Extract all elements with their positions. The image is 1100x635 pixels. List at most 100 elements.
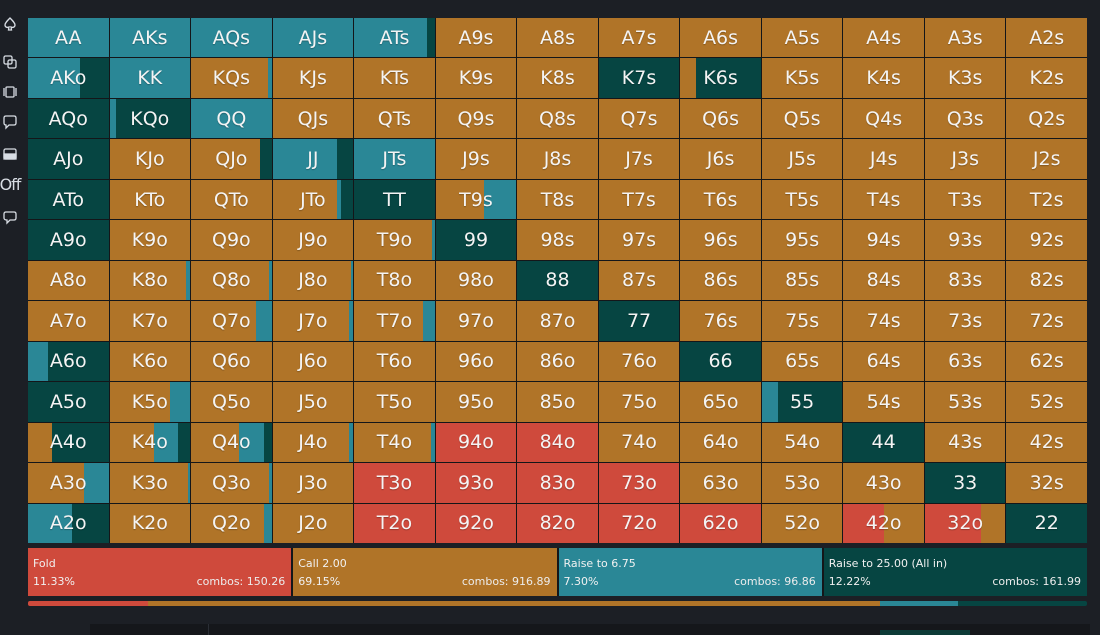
hand-cell[interactable]: Q6o — [191, 341, 272, 382]
hand-cell[interactable]: 95s — [761, 220, 843, 260]
hand-cell[interactable]: 33 — [924, 463, 1006, 503]
hand-cell[interactable]: T5o — [354, 382, 435, 422]
allin-action[interactable]: Raise to 25.00 (All in) 12.22% combos: 1… — [823, 548, 1087, 596]
hand-cell[interactable]: 32o — [924, 503, 1006, 543]
hand-cell[interactable]: 53o — [761, 463, 843, 503]
hand-cell[interactable]: T7s — [598, 179, 680, 220]
hand-cell[interactable]: A2s — [1006, 18, 1087, 58]
hand-cell[interactable]: KK — [109, 58, 191, 98]
hand-cell[interactable]: A4s — [843, 18, 924, 58]
hand-cell[interactable]: J8s — [517, 139, 598, 179]
hand-cell[interactable]: 92s — [1006, 220, 1087, 260]
hand-cell[interactable]: A6s — [680, 18, 761, 58]
hand-cell[interactable]: 75s — [761, 301, 843, 341]
panel-toggle-icon[interactable] — [0, 144, 20, 164]
hand-cell[interactable]: A7o — [28, 301, 109, 341]
hand-cell[interactable]: 96s — [680, 220, 761, 260]
hand-cell[interactable]: Q5o — [191, 382, 272, 422]
hand-cell[interactable]: T6s — [680, 179, 761, 220]
hand-cell[interactable]: 83o — [517, 463, 598, 503]
hand-cell[interactable]: AQo — [28, 98, 109, 139]
hand-cell[interactable]: QJs — [272, 98, 354, 139]
hand-cell[interactable]: 98o — [435, 260, 517, 301]
hand-cell[interactable]: J3o — [272, 463, 354, 503]
hand-cell[interactable]: JJ — [272, 139, 354, 179]
hand-cell[interactable]: T8o — [354, 260, 435, 301]
hand-cell[interactable]: 75o — [598, 382, 680, 422]
hand-cell[interactable]: 84s — [843, 260, 924, 301]
hand-cell[interactable]: T6o — [354, 341, 435, 382]
hand-cell[interactable]: Q4s — [843, 98, 924, 139]
hand-cell[interactable]: 94s — [843, 220, 924, 260]
hand-cell[interactable]: AJs — [272, 18, 354, 58]
hand-cell[interactable]: 94o — [435, 422, 517, 463]
hand-cell[interactable]: 64s — [843, 341, 924, 382]
hand-cell[interactable]: T9o — [354, 220, 435, 260]
hand-cell[interactable]: 97s — [598, 220, 680, 260]
hand-cell[interactable]: 22 — [1006, 503, 1087, 543]
hand-cell[interactable]: J9o — [272, 220, 354, 260]
hand-cell[interactable]: KQo — [109, 98, 191, 139]
hand-cell[interactable]: 52s — [1006, 382, 1087, 422]
hand-cell[interactable]: Q5s — [761, 98, 843, 139]
hand-cell[interactable]: 73s — [924, 301, 1006, 341]
hand-cell[interactable]: 64o — [680, 422, 761, 463]
hand-cell[interactable]: J5o — [272, 382, 354, 422]
hand-cell[interactable]: 88 — [517, 260, 598, 301]
hand-cell[interactable]: T4o — [354, 422, 435, 463]
hand-cell[interactable]: 98s — [517, 220, 598, 260]
hand-cell[interactable]: Q7o — [191, 301, 272, 341]
hand-cell[interactable]: 76o — [598, 341, 680, 382]
hand-cell[interactable]: K7s — [598, 58, 680, 98]
comment-icon[interactable] — [0, 112, 20, 132]
hand-cell[interactable]: 86o — [517, 341, 598, 382]
card-stack-icon[interactable] — [0, 82, 20, 102]
hand-cell[interactable]: A9s — [435, 18, 517, 58]
hand-cell[interactable]: 72o — [598, 503, 680, 543]
off-toggle[interactable]: Off — [0, 174, 21, 194]
hand-cell[interactable]: A4o — [28, 422, 109, 463]
hand-cell[interactable]: T2s — [1006, 179, 1087, 220]
hand-cell[interactable]: 65s — [761, 341, 843, 382]
hand-cell[interactable]: 74s — [843, 301, 924, 341]
hand-cell[interactable]: J9s — [435, 139, 517, 179]
hand-cell[interactable]: T3o — [354, 463, 435, 503]
hand-cell[interactable]: A5o — [28, 382, 109, 422]
hand-cell[interactable]: 43o — [843, 463, 924, 503]
hand-cell[interactable]: T8s — [517, 179, 598, 220]
hand-cell[interactable]: KTo — [109, 179, 191, 220]
hand-cell[interactable]: 87o — [517, 301, 598, 341]
hand-cell[interactable]: A8o — [28, 260, 109, 301]
hand-cell[interactable]: 52o — [761, 503, 843, 543]
hand-cell[interactable]: 93s — [924, 220, 1006, 260]
hand-cell[interactable]: J2o — [272, 503, 354, 543]
hand-cell[interactable]: Q4o — [191, 422, 272, 463]
hand-cell[interactable]: 32s — [1006, 463, 1087, 503]
hand-cell[interactable]: T2o — [354, 503, 435, 543]
hand-cell[interactable]: K8s — [517, 58, 598, 98]
hand-cell[interactable]: 76s — [680, 301, 761, 341]
hand-cell[interactable]: J4s — [843, 139, 924, 179]
hand-cell[interactable]: K9s — [435, 58, 517, 98]
hand-cell[interactable]: AKs — [109, 18, 191, 58]
hand-cell[interactable]: 62o — [680, 503, 761, 543]
hand-cell[interactable]: 54o — [761, 422, 843, 463]
hand-cell[interactable]: A5s — [761, 18, 843, 58]
hand-cell[interactable]: 63s — [924, 341, 1006, 382]
hand-cell[interactable]: AQs — [191, 18, 272, 58]
hand-cell[interactable]: J4o — [272, 422, 354, 463]
hand-cell[interactable]: K9o — [109, 220, 191, 260]
hand-cell[interactable]: A6o — [28, 341, 109, 382]
hand-cell[interactable]: QJo — [191, 139, 272, 179]
hand-cell[interactable]: 42s — [1006, 422, 1087, 463]
hand-cell[interactable]: Q9s — [435, 98, 517, 139]
hand-cell[interactable]: A9o — [28, 220, 109, 260]
hand-cell[interactable]: 99 — [435, 220, 517, 260]
hand-cell[interactable]: JTo — [272, 179, 354, 220]
call-action[interactable]: Call 2.00 69.15% combos: 916.89 — [293, 548, 557, 596]
hand-cell[interactable]: 97o — [435, 301, 517, 341]
hand-cell[interactable]: K4o — [109, 422, 191, 463]
hand-cell[interactable]: 82o — [517, 503, 598, 543]
hand-cell[interactable]: 55 — [761, 382, 843, 422]
hand-cell[interactable]: J3s — [924, 139, 1006, 179]
